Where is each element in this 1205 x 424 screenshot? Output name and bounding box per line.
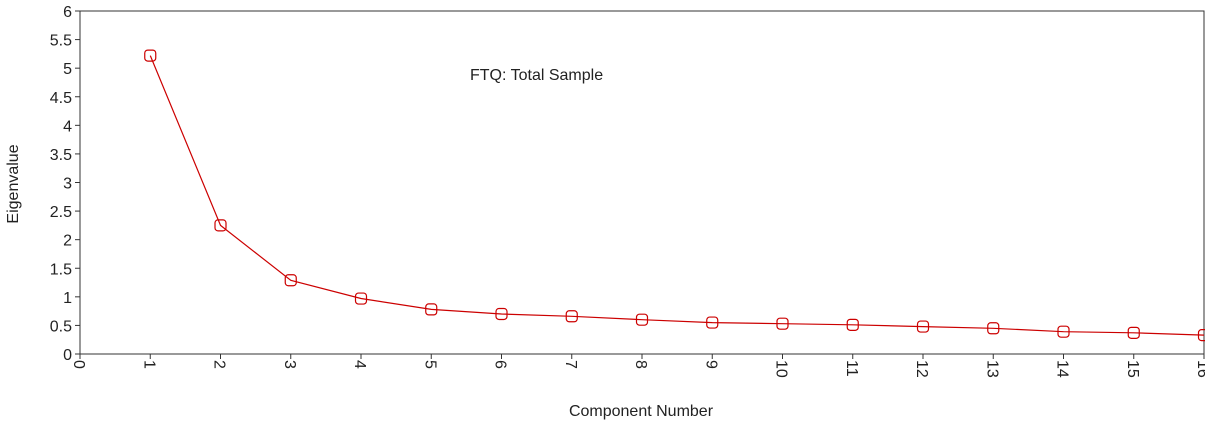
x-tick-label: 8 — [632, 360, 649, 369]
x-tick-label: 10 — [773, 360, 790, 378]
y-tick-label: 5.5 — [50, 33, 72, 50]
data-point-marker — [776, 317, 789, 330]
x-tick-label: 12 — [913, 360, 930, 378]
x-tick-label: 7 — [562, 360, 579, 369]
y-tick-label: 0.5 — [50, 318, 72, 335]
series-line — [149, 55, 1205, 336]
x-tick-label: 15 — [1124, 360, 1141, 378]
y-tick-label: 0 — [63, 347, 72, 364]
y-tick-label: 6 — [63, 4, 72, 21]
data-point-marker — [635, 313, 649, 326]
y-tick-label: 1.5 — [50, 261, 72, 278]
x-tick-label: 2 — [211, 360, 228, 369]
series-layer — [144, 49, 1205, 342]
data-point-marker — [495, 307, 508, 321]
data-point-marker — [846, 318, 859, 331]
x-tick-label: 3 — [281, 360, 298, 369]
plot-frame — [79, 10, 1205, 355]
x-tick-label: 0 — [70, 360, 87, 369]
x-tick-label: 13 — [983, 360, 1000, 378]
data-point-marker — [987, 322, 1000, 335]
x-tick-label: 11 — [843, 360, 860, 377]
x-tick-label: 4 — [351, 360, 368, 369]
x-tick-label: 16 — [1194, 360, 1205, 378]
y-tick-label: 5 — [63, 61, 72, 78]
data-point-marker — [144, 49, 157, 62]
data-point-marker — [1197, 329, 1205, 342]
data-point-marker — [706, 316, 719, 329]
x-axis: 0 1 2 3 4 5 6 7 8 9 10 11 12 13 14 15 16 — [70, 353, 1205, 378]
x-tick-label: 1 — [140, 360, 157, 369]
data-point-marker — [425, 303, 438, 316]
data-point-marker — [214, 219, 227, 232]
data-point-marker — [354, 292, 368, 305]
y-tick-label: 4.5 — [50, 90, 72, 107]
y-tick-label: 2.5 — [50, 204, 72, 221]
y-axis: 0 0.5 1 1.5 2 2.5 3 3.5 4 4.5 5 5.5 6 — [50, 4, 81, 364]
y-tick-label: 2 — [63, 233, 72, 250]
chart-annotation: FTQ: Total Sample — [470, 67, 603, 84]
x-tick-label: 6 — [492, 360, 509, 369]
y-axis-title: Eigenvalue — [5, 144, 22, 223]
y-tick-label: 3 — [63, 176, 72, 193]
data-point-marker — [284, 274, 297, 287]
y-tick-label: 1 — [63, 290, 72, 307]
x-tick-label: 5 — [421, 360, 438, 369]
x-tick-label: 9 — [702, 360, 719, 369]
data-point-marker — [565, 310, 578, 323]
x-tick-label: 14 — [1054, 360, 1071, 378]
x-axis-title: Component Number — [569, 403, 714, 420]
y-tick-label: 4 — [63, 118, 72, 135]
data-point-marker — [916, 320, 930, 333]
data-point-marker — [1127, 326, 1140, 339]
y-tick-label: 3.5 — [50, 147, 72, 164]
data-point-marker — [1057, 325, 1070, 338]
